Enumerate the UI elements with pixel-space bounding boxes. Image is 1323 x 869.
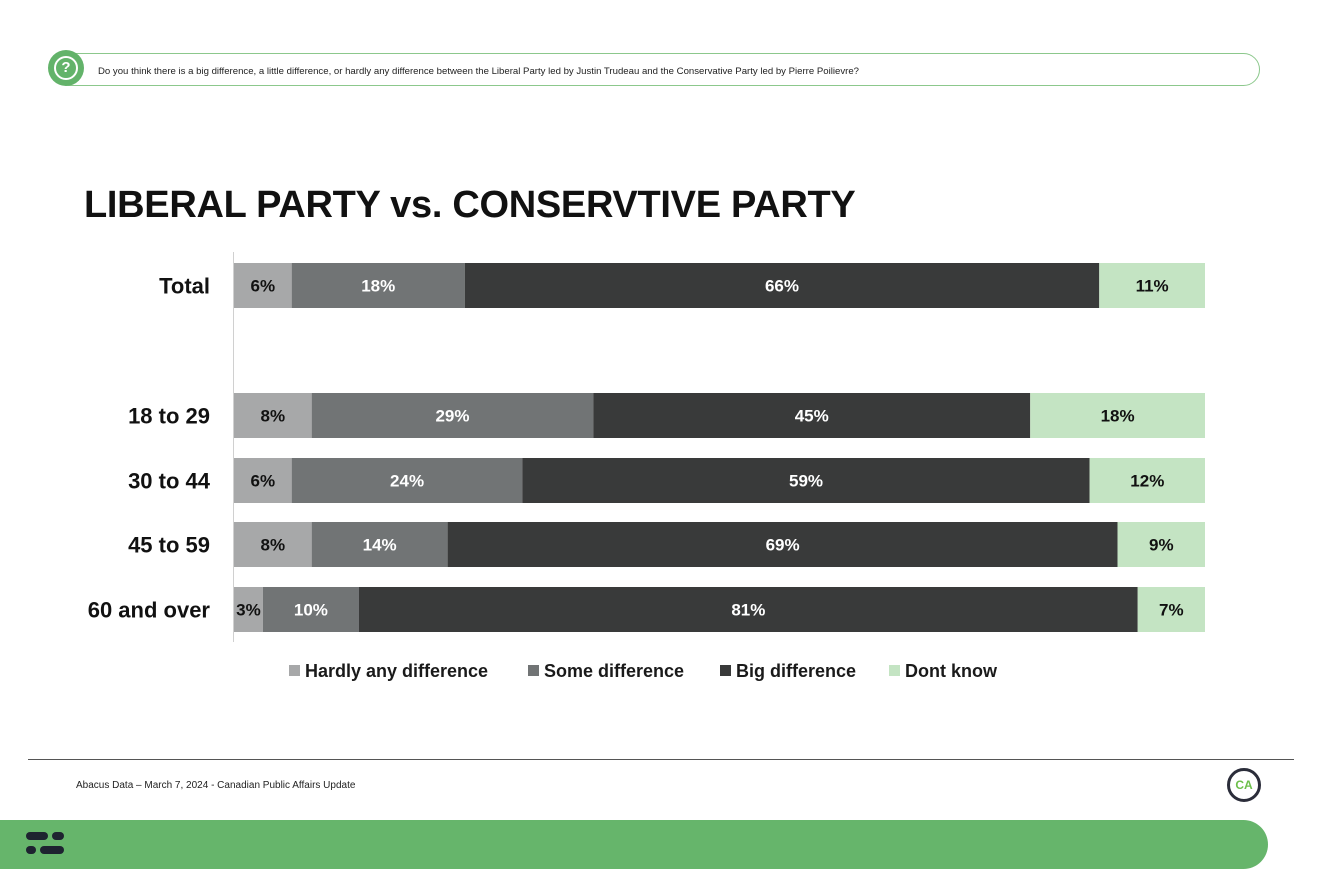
bar-segment <box>234 587 263 632</box>
legend-label: Big difference <box>736 661 856 681</box>
legend-swatch <box>720 665 731 676</box>
footer-source: Abacus Data – March 7, 2024 - Canadian P… <box>76 780 356 791</box>
data-label: 81% <box>731 601 765 620</box>
bar-segment <box>522 458 1090 503</box>
footer-divider <box>28 759 1294 760</box>
data-label: 29% <box>435 407 469 426</box>
bar-segment <box>291 458 523 503</box>
data-label: 45% <box>795 407 829 426</box>
stacked-bar-chart: Total 6% 18% 66% 11% 18 to 29 8% 29% 45% 18% 30 to… <box>88 252 1205 681</box>
category-label: 18 to 29 <box>128 404 210 429</box>
data-label: 14% <box>363 536 397 555</box>
data-label: 8% <box>261 407 286 426</box>
legend-swatch <box>528 665 539 676</box>
data-label: 8% <box>261 536 286 555</box>
ca-logo: CA <box>1227 768 1261 802</box>
bar-segment <box>291 263 465 308</box>
bar-segment <box>358 587 1138 632</box>
category-label: Total <box>159 274 210 299</box>
data-label: 9% <box>1149 536 1174 555</box>
bar-segment <box>447 522 1118 567</box>
legend-swatch <box>289 665 300 676</box>
bar-segment <box>234 458 292 503</box>
footer-band <box>0 820 1268 869</box>
category-label: 45 to 59 <box>128 533 210 558</box>
data-label: 18% <box>361 277 395 296</box>
data-label: 69% <box>766 536 800 555</box>
category-label: 60 and over <box>88 598 211 623</box>
data-label: 59% <box>789 472 823 491</box>
data-label: 6% <box>251 277 276 296</box>
legend-label: Dont know <box>905 661 998 681</box>
ca-logo-text: CA <box>1233 774 1255 796</box>
data-label: 6% <box>251 472 276 491</box>
data-label: 66% <box>765 277 799 296</box>
abacus-logo-icon <box>26 830 66 858</box>
data-label: 10% <box>294 601 328 620</box>
bar-segment <box>1117 522 1205 567</box>
data-label: 7% <box>1159 601 1184 620</box>
bar-segment <box>234 263 292 308</box>
bar-segment <box>1030 393 1205 438</box>
question-mark-glyph: ? <box>54 56 78 80</box>
bar-segment <box>1089 458 1205 503</box>
data-label: 3% <box>236 601 261 620</box>
bar-segment <box>234 393 312 438</box>
bar-segment <box>262 587 359 632</box>
chart-title: LIBERAL PARTY vs. CONSERVTIVE PARTY <box>84 184 856 226</box>
data-label: 24% <box>390 472 424 491</box>
data-label: 11% <box>1136 277 1169 296</box>
bar-segment <box>234 522 312 567</box>
legend-swatch <box>889 665 900 676</box>
question-text: Do you think there is a big difference, … <box>98 66 860 77</box>
category-label: 30 to 44 <box>128 469 211 494</box>
bar-segment <box>464 263 1100 308</box>
legend-label: Some difference <box>544 661 684 681</box>
bar-segment <box>311 393 594 438</box>
bar-segment <box>1099 263 1205 308</box>
bar-segment <box>311 522 448 567</box>
bar-segment <box>593 393 1031 438</box>
legend-label: Hardly any difference <box>305 661 488 681</box>
question-mark-icon: ? <box>48 50 84 86</box>
bar-segment <box>1137 587 1205 632</box>
data-label: 18% <box>1101 407 1135 426</box>
data-label: 12% <box>1130 472 1164 491</box>
